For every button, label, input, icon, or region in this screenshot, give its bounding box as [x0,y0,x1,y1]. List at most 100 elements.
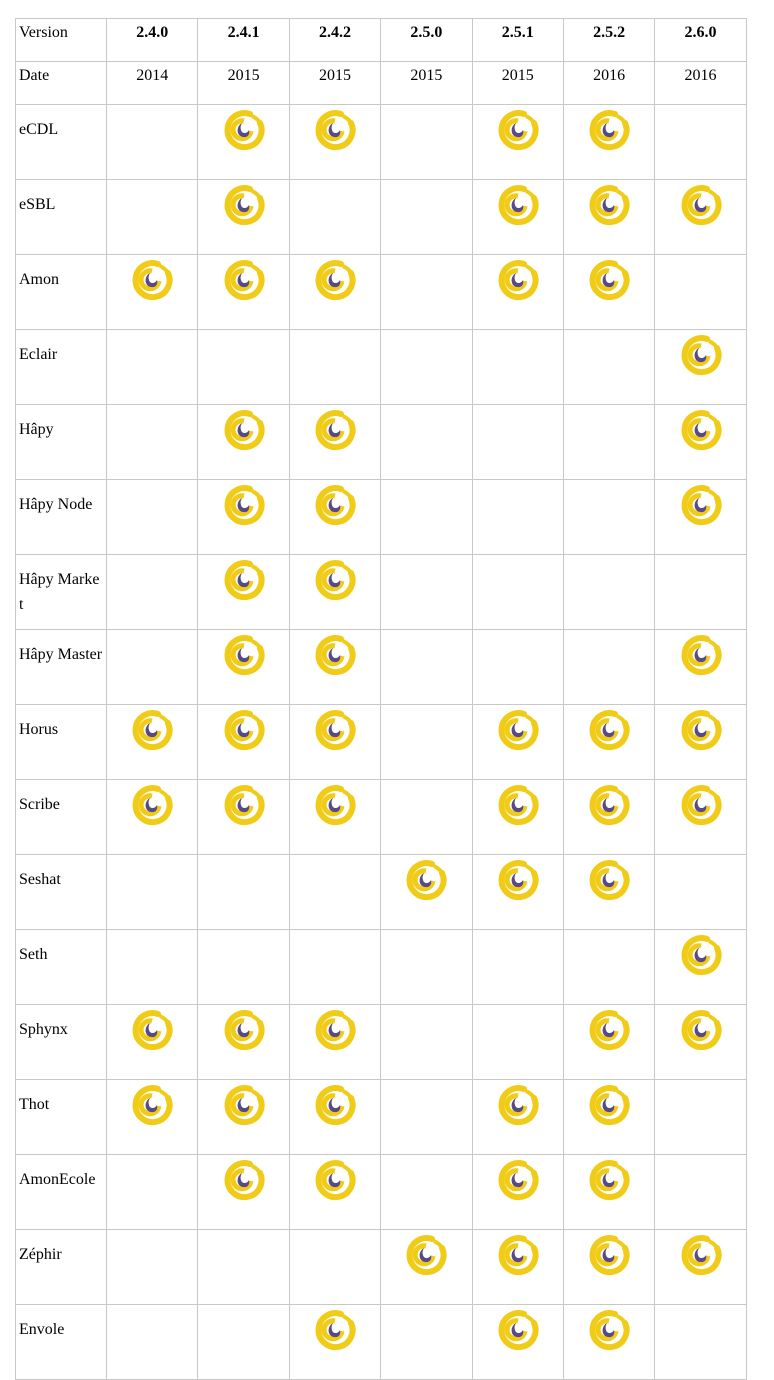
compat-cell [562,854,656,930]
compat-cell [562,704,656,780]
compat-cell [288,629,382,705]
eole-spiral-logo-icon [497,109,539,151]
compat-cell [197,1079,290,1155]
table-row: Horus [15,704,747,780]
table-row: Seth [15,929,747,1005]
table-row: Zéphir [15,1229,747,1305]
compat-cell [380,1154,473,1230]
compat-cell [197,479,290,555]
compat-cell [380,254,473,330]
compat-cell [288,1079,382,1155]
compat-cell [471,929,564,1005]
compat-cell [288,329,382,405]
compat-cell [654,329,747,405]
table-row: Hâpy [15,404,747,480]
eole-spiral-logo-icon [131,709,173,751]
compat-cell [562,404,656,480]
table-row: Envole [15,1304,747,1380]
compat-cell [654,179,747,255]
compat-cell [562,104,656,180]
compat-cell [380,779,473,855]
compat-cell [471,254,564,330]
eole-spiral-logo-icon [588,859,630,901]
eole-spiral-logo-icon [131,259,173,301]
compat-cell [380,1079,473,1155]
eole-spiral-logo-icon [223,1009,265,1051]
date-cell: 2015 [288,61,382,105]
module-name: Sphynx [15,1004,107,1080]
eole-spiral-logo-icon [131,784,173,826]
compat-cell [288,704,382,780]
eole-spiral-logo-icon [497,259,539,301]
compat-cell [288,479,382,555]
compat-cell [105,329,199,405]
eole-spiral-logo-icon [131,1084,173,1126]
compat-cell [197,179,290,255]
compat-cell [380,179,473,255]
compat-cell [471,704,564,780]
table-row: Hâpy Node [15,479,747,555]
version-header: 2.4.0 [105,18,199,62]
compat-cell [105,1154,199,1230]
compat-cell [197,1004,290,1080]
eole-spiral-logo-icon [588,1084,630,1126]
eole-spiral-logo-icon [680,334,722,376]
eole-spiral-logo-icon [680,1234,722,1276]
compat-cell [288,1004,382,1080]
table-row: Sphynx [15,1004,747,1080]
eole-spiral-logo-icon [588,1234,630,1276]
compat-cell [654,254,747,330]
compat-cell [562,479,656,555]
eole-spiral-logo-icon [314,634,356,676]
compat-cell [562,1229,656,1305]
compat-cell [380,1004,473,1080]
compat-cell [471,104,564,180]
compat-cell [197,404,290,480]
compat-cell [471,554,564,630]
eole-spiral-logo-icon [680,709,722,751]
compat-cell [197,104,290,180]
compat-cell [105,1004,199,1080]
eole-spiral-logo-icon [223,109,265,151]
compat-cell [654,404,747,480]
eole-spiral-logo-icon [223,634,265,676]
compat-cell [197,1229,290,1305]
version-header: 2.5.2 [562,18,656,62]
date-cell: 2016 [654,61,747,105]
eole-spiral-logo-icon [314,1009,356,1051]
compat-cell [197,704,290,780]
date-cell: 2016 [562,61,656,105]
compat-cell [197,1154,290,1230]
date-cell: 2014 [105,61,199,105]
eole-spiral-logo-icon [680,184,722,226]
compat-cell [105,554,199,630]
compat-cell [197,254,290,330]
module-name: Amon [15,254,107,330]
version-label: Version [15,18,107,62]
eole-spiral-logo-icon [680,784,722,826]
compat-cell [654,479,747,555]
eole-spiral-logo-icon [314,1309,356,1351]
compat-cell [380,929,473,1005]
compat-cell [654,1154,747,1230]
module-name: Hâpy Node [15,479,107,555]
compat-cell [197,329,290,405]
compat-cell [471,404,564,480]
module-name: eCDL [15,104,107,180]
compat-cell [654,1229,747,1305]
table-row: AmonEcole [15,1154,747,1230]
eole-spiral-logo-icon [314,1159,356,1201]
date-row: Date 2014 2015 2015 2015 2015 2016 2016 [15,61,747,105]
eole-spiral-logo-icon [588,1009,630,1051]
compat-cell [105,629,199,705]
eole-spiral-logo-icon [405,1234,447,1276]
compat-cell [654,929,747,1005]
eole-spiral-logo-icon [223,184,265,226]
compat-cell [288,179,382,255]
compat-cell [654,1304,747,1380]
eole-spiral-logo-icon [497,1234,539,1276]
compat-cell [471,179,564,255]
compat-cell [471,854,564,930]
compat-cell [562,1304,656,1380]
compat-cell [105,404,199,480]
